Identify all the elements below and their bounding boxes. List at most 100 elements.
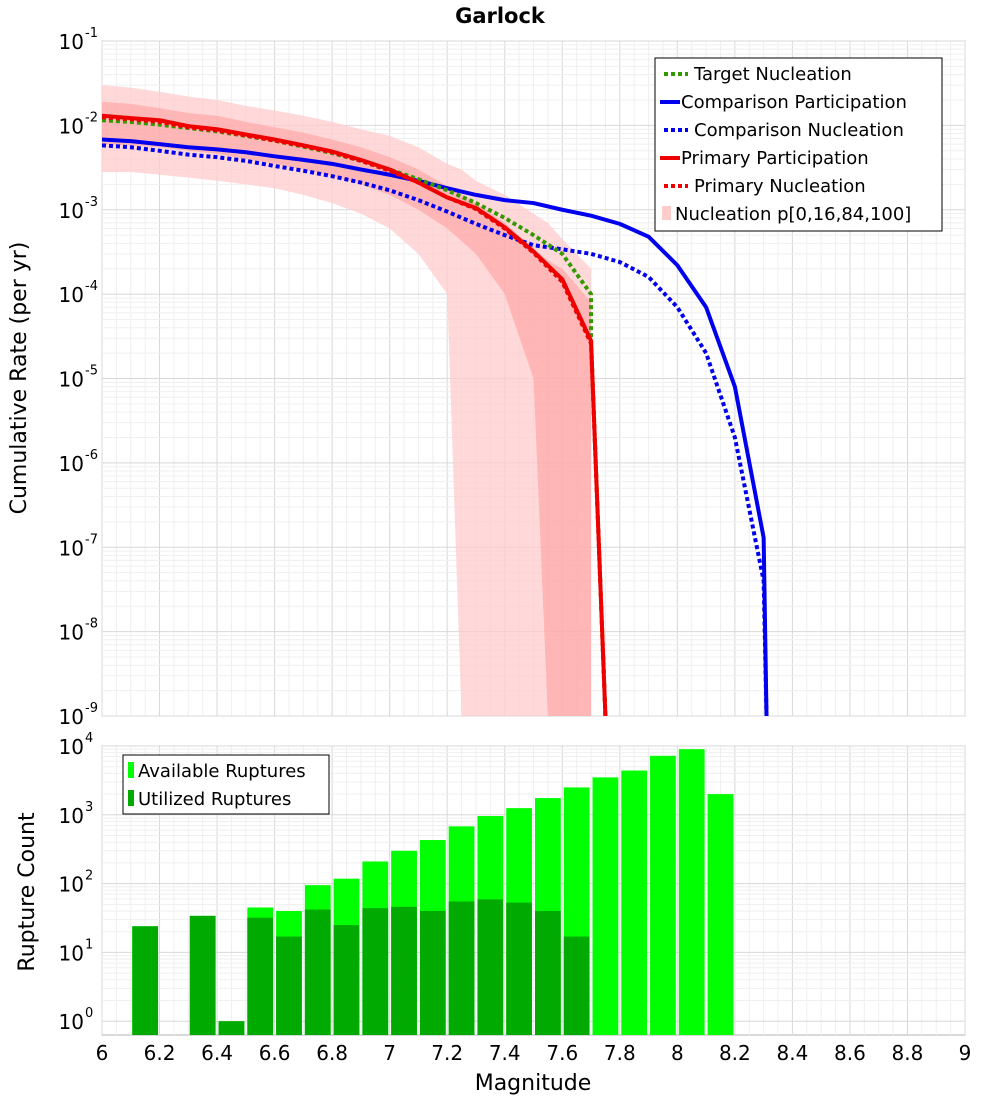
rate-y-tick-exponent: -5 (85, 364, 98, 379)
magnitude-tick-label: 8.8 (892, 1041, 924, 1065)
available-rupture-bar (707, 794, 734, 1035)
count-y-tick-exponent: 3 (85, 800, 93, 815)
magnitude-tick-label: 7.2 (431, 1041, 463, 1065)
legend-label: Nucleation p[0,16,84,100] (675, 204, 911, 225)
rate-y-tick: 10 -6 (59, 448, 98, 476)
rate-series-lines (102, 113, 769, 716)
utilized-rupture-bar (218, 1021, 245, 1035)
utilized-rupture-bar (333, 925, 360, 1035)
magnitude-tick-label: 7.6 (546, 1041, 578, 1065)
utilized-rupture-bar (391, 906, 417, 1035)
rate-y-tick-exponent: -7 (85, 532, 98, 547)
magnitude-tick-label: 8.6 (834, 1041, 866, 1065)
magnitude-tick-label: 7 (383, 1041, 396, 1065)
utilized-rupture-bar (448, 901, 475, 1035)
legend-swatch (128, 790, 134, 806)
utilized-rupture-bar (362, 908, 389, 1035)
legend-label: Comparison Nucleation (694, 120, 904, 141)
magnitude-tick-label: 6.2 (144, 1041, 176, 1065)
rate-y-tick-base: 10 (59, 536, 84, 560)
legend-label: Primary Participation (681, 148, 869, 169)
rate-y-tick-exponent: -1 (85, 26, 98, 41)
count-y-tick-base: 10 (59, 941, 84, 965)
utilized-rupture-bar (132, 926, 159, 1035)
count-legend-box (122, 754, 330, 815)
rate-y-tick: 10 -2 (59, 110, 98, 138)
count-y-tick: 10 3 (59, 800, 94, 828)
magnitude-tick-label: 7.8 (604, 1041, 636, 1065)
magnitude-tick-label: 6.8 (316, 1041, 348, 1065)
rate-legend-entries: Target Nucleation Comparison Participatio… (660, 64, 911, 225)
chart-title: Garlock (455, 4, 546, 28)
rate-y-tick: 10 -4 (59, 279, 98, 307)
legend-label: Utilized Ruptures (138, 789, 291, 810)
legend-label: Target Nucleation (693, 64, 852, 85)
rate-y-tick: 10 -3 (59, 195, 98, 223)
count-y-tick-exponent: 4 (85, 731, 93, 746)
rate-y-tick-exponent: -4 (85, 279, 98, 294)
rate-y-tick: 10 -7 (59, 532, 98, 560)
rate-y-tick-exponent: -2 (85, 110, 98, 125)
rate-y-tick: 10 -9 (59, 701, 98, 729)
rate-y-tick-base: 10 (59, 114, 84, 138)
count-y-tick-exponent: 0 (85, 1006, 93, 1021)
magnitude-axis-title: Magnitude (475, 1071, 592, 1096)
utilized-rupture-bar (563, 936, 590, 1035)
count-y-tick-exponent: 2 (85, 869, 93, 884)
magnitude-tick-label: 8.2 (719, 1041, 751, 1065)
count-y-tick: 10 2 (59, 869, 94, 897)
series-line-comparison-nucleation (102, 143, 769, 716)
rate-y-tick-exponent: -6 (85, 448, 98, 463)
rate-y-tick-exponent: -9 (85, 701, 98, 716)
legend-label: Primary Nucleation (694, 176, 866, 197)
count-y-tick: 10 1 (59, 937, 94, 965)
legend-swatch (662, 206, 671, 220)
utilized-rupture-bar (419, 911, 446, 1035)
count-y-tick-base: 10 (59, 873, 84, 897)
series-line-primary-participation (102, 113, 608, 716)
count-legend: Available Ruptures Utilized Ruptures (122, 754, 330, 815)
count-y-tick-base: 10 (59, 804, 84, 828)
legend-label: Comparison Participation (681, 92, 907, 113)
available-rupture-bar (678, 749, 705, 1035)
utilized-rupture-bar (304, 909, 331, 1035)
count-y-tick: 10 4 (59, 731, 94, 759)
count-y-tick: 10 0 (59, 1006, 94, 1034)
count-y-tick-base: 10 (59, 1010, 84, 1034)
rate-y-tick-base: 10 (59, 452, 84, 476)
rate-y-tick-base: 10 (59, 283, 84, 307)
available-rupture-bar (592, 777, 619, 1035)
utilized-rupture-bar (477, 899, 504, 1035)
rate-y-tick-exponent: -8 (85, 617, 98, 632)
magnitude-tick-label: 8.4 (776, 1041, 808, 1065)
count-y-axis-title: Rupture Count (15, 812, 40, 972)
rate-y-tick-base: 10 (59, 368, 84, 392)
magnitude-tick-label: 6.4 (201, 1041, 233, 1065)
rate-y-axis-title: Cumulative Rate (per yr) (7, 242, 32, 515)
rate-y-tick-labels: 10-910-810-710-610-510-410-310-210-1 (59, 26, 98, 729)
nucleation-percentile-bands (102, 85, 592, 716)
rate-y-tick-base: 10 (59, 705, 84, 729)
rate-y-tick: 10 -1 (59, 26, 98, 54)
magnitude-tick-label: 6.6 (259, 1041, 291, 1065)
magnitude-tick-label: 9 (959, 1041, 972, 1065)
available-rupture-bar (650, 755, 676, 1035)
rate-y-tick: 10 -5 (59, 364, 98, 392)
rate-y-tick-exponent: -3 (85, 195, 98, 210)
utilized-rupture-bar (247, 917, 274, 1035)
utilized-rupture-bar (276, 936, 302, 1035)
rate-y-tick: 10 -8 (59, 617, 98, 645)
rate-y-tick-base: 10 (59, 199, 84, 223)
rate-y-tick-base: 10 (59, 30, 84, 54)
magnitude-tick-label: 8 (671, 1041, 684, 1065)
magnitude-tick-labels: 6 6.2 6.4 6.6 6.8 7 7.2 7.4 7.6 7.8 8 8.2 8.4 8.6 8.8 9 (96, 1041, 972, 1065)
magnitude-tick-label: 7.4 (489, 1041, 521, 1065)
utilized-rupture-bar (535, 911, 561, 1035)
legend-label: Available Ruptures (138, 761, 306, 782)
count-y-tick-base: 10 (59, 735, 84, 759)
rate-panel: 10-910-810-710-610-510-410-310-210-1 Gar… (7, 4, 966, 729)
rate-legend: Target Nucleation Comparison Participatio… (654, 57, 943, 232)
